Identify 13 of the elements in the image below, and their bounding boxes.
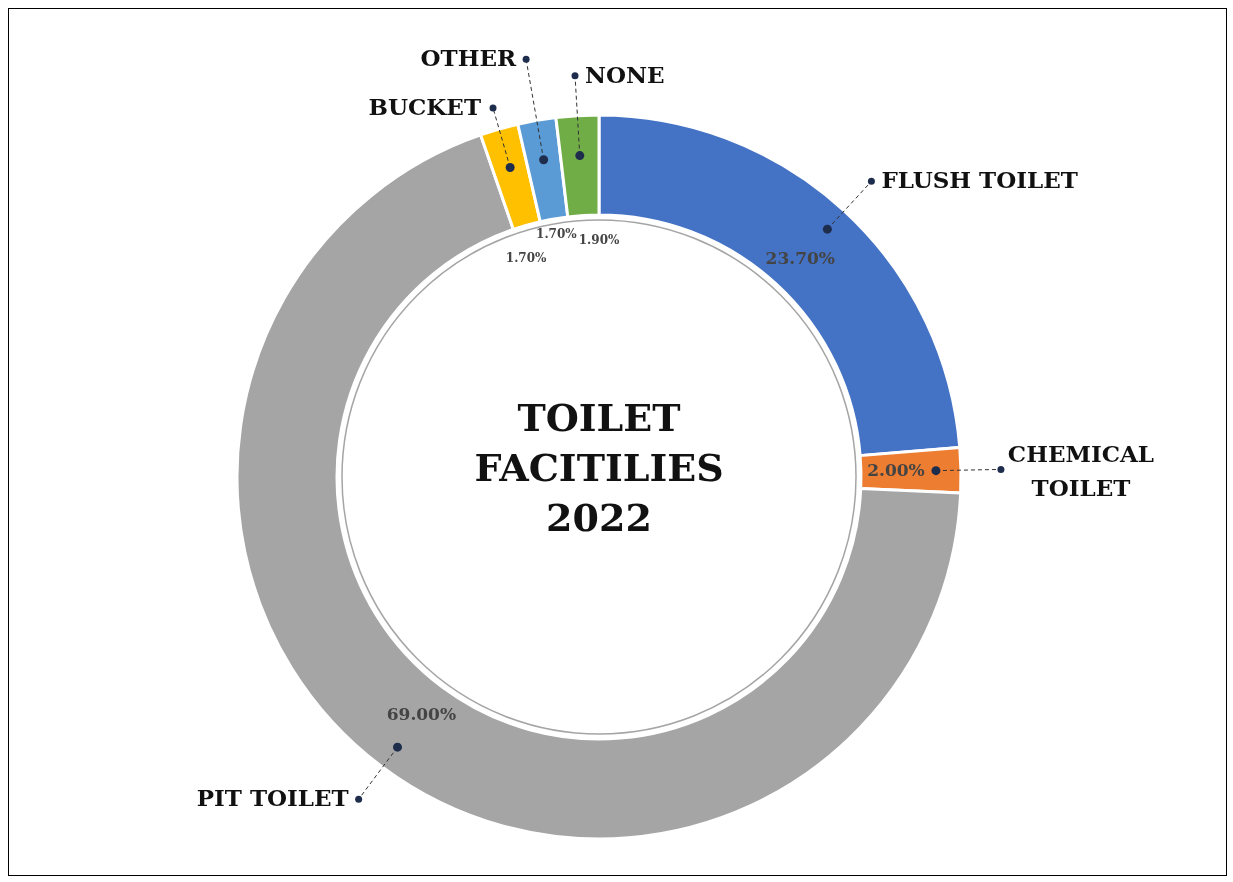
- slice-label: FLUSH TOILET: [881, 166, 1078, 194]
- data-label: 23.70%: [765, 247, 835, 268]
- slice-label: BUCKET: [368, 92, 482, 120]
- data-label: 1.70%: [536, 226, 578, 241]
- slice-label: CHEMICAL TOILET: [1007, 440, 1154, 502]
- data-label: 1.90%: [578, 233, 620, 247]
- slice-label: PIT TOILET: [196, 784, 349, 812]
- text: TOILET FACITILIES 2022: [474, 395, 724, 540]
- data-label: 69.00%: [386, 704, 457, 725]
- data-label: 2.00%: [867, 460, 925, 481]
- slice-label: OTHER: [420, 44, 517, 72]
- data-label: 1.70%: [505, 250, 548, 265]
- slice-label: NONE: [585, 60, 665, 88]
